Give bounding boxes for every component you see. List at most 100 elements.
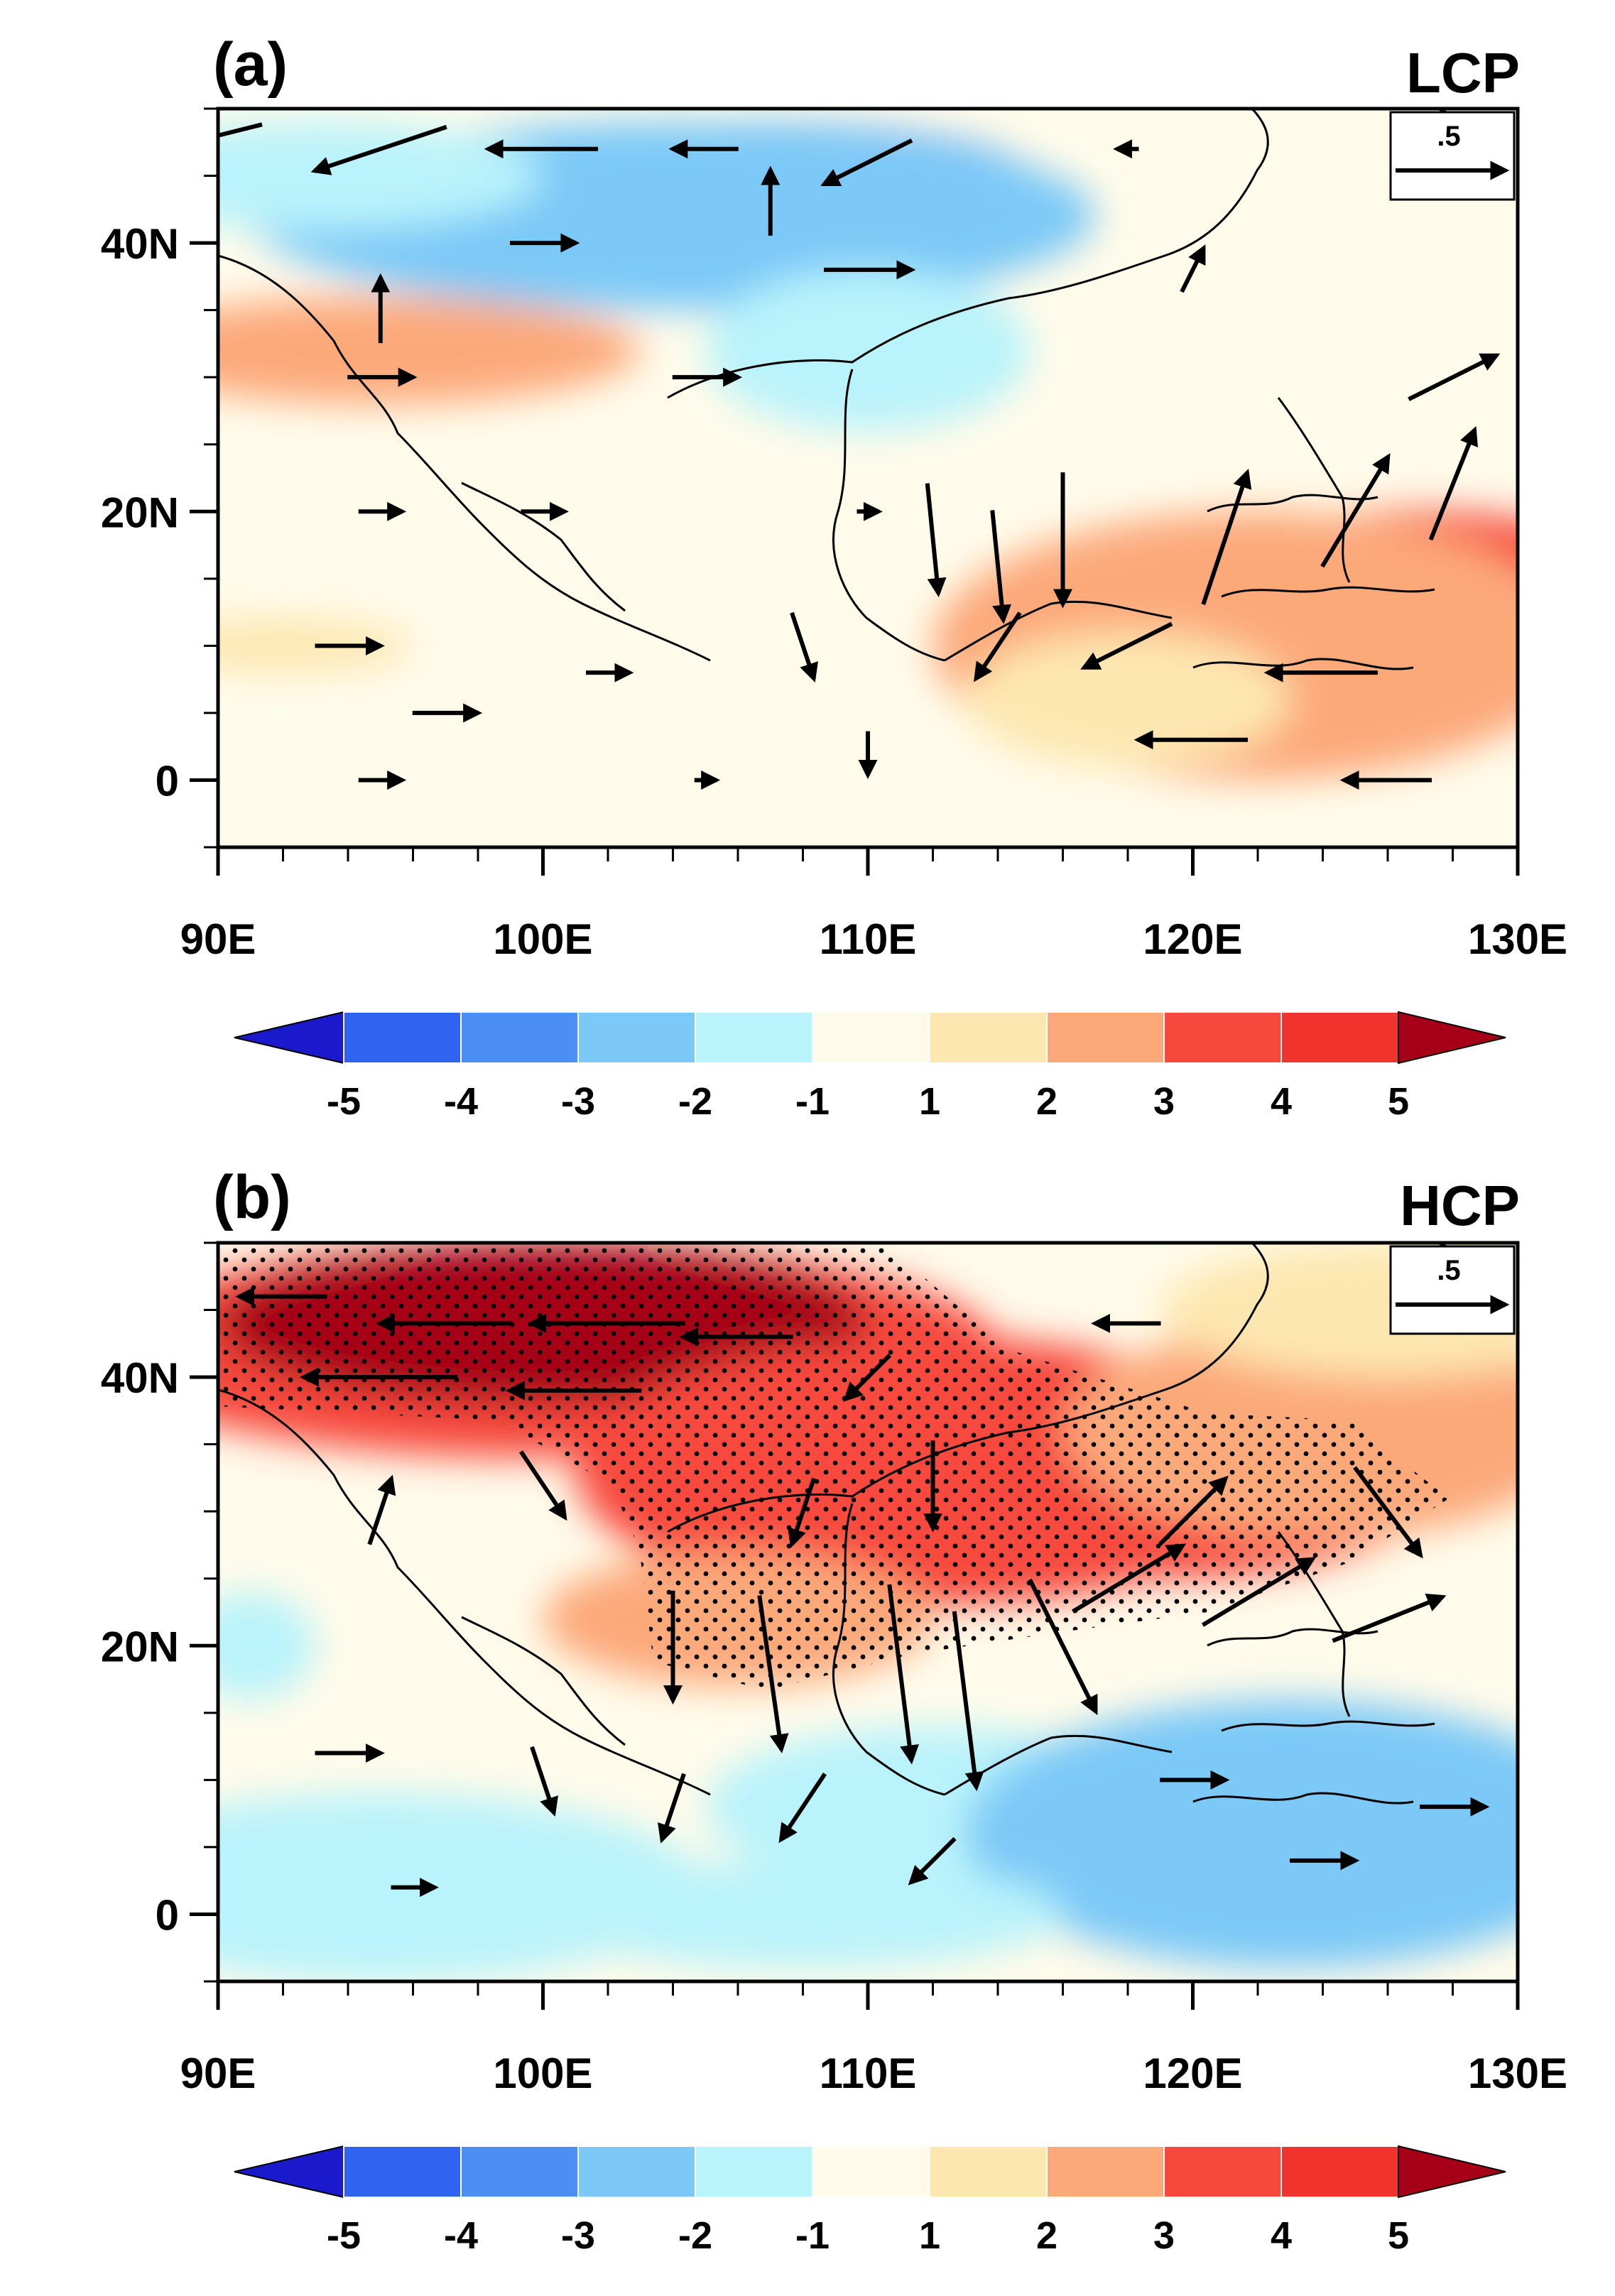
coastline-segment xyxy=(461,1616,626,1746)
anomaly-region xyxy=(965,1699,1518,1969)
coastline-segment xyxy=(1221,586,1435,598)
wind-vector xyxy=(1353,1466,1423,1559)
wind-vector xyxy=(790,611,818,682)
colorbar-swatch xyxy=(812,2145,930,2198)
wind-vector xyxy=(908,1837,957,1886)
colorbar-swatch xyxy=(1046,1011,1165,1064)
colorbar-swatch xyxy=(1280,1011,1399,1064)
x-tick-label: 130E xyxy=(1468,2050,1567,2097)
wind-vector xyxy=(1201,468,1252,606)
y-tick-label: 20N xyxy=(101,489,179,536)
panel-b-significance-stipple xyxy=(218,1246,1449,1690)
colorbar-swatch xyxy=(577,2145,696,2198)
wind-vector xyxy=(887,1584,919,1765)
wind-vector xyxy=(843,1353,892,1402)
colorbar-level-label: -4 xyxy=(444,2214,478,2257)
colorbar-swatch xyxy=(460,1011,579,1064)
x-tick-label: 90E xyxy=(180,915,256,963)
coastline-segment xyxy=(218,1388,711,1796)
wind-vector xyxy=(1201,1557,1317,1627)
colorbar-level-label: -3 xyxy=(561,1080,595,1123)
colorbar-level-label: 2 xyxy=(1036,1080,1057,1123)
panel-b-reference-vector: .5 xyxy=(1389,1245,1516,1335)
panel-a-plot xyxy=(218,109,1518,847)
coastline-segment xyxy=(1192,658,1414,670)
colorbar-swatch xyxy=(460,2145,579,2198)
colorbar-high-triangle xyxy=(1398,1011,1506,1065)
wind-vector xyxy=(1158,1475,1229,1546)
panel-a-anomaly-field xyxy=(218,121,1518,780)
wind-vector xyxy=(990,510,1012,624)
colorbar-level-label: -3 xyxy=(561,2214,595,2257)
panel-a-letter: (a) xyxy=(213,31,288,99)
coastline-segment xyxy=(944,600,1173,662)
panel-a-wind-vectors xyxy=(218,122,1501,790)
colorbar-swatch xyxy=(929,1011,1048,1064)
coastline-segment xyxy=(1221,1720,1435,1732)
colorbar-a: -5 -4 -3 -2 -1 1 2 3 4 5 xyxy=(234,1011,1506,1123)
panel-a-reference-vector: .5 xyxy=(1389,111,1516,201)
anomaly-region xyxy=(218,1592,316,1699)
panel-a-reference-box xyxy=(1389,111,1516,201)
coastline-segment xyxy=(1207,494,1379,513)
colorbar-swatch xyxy=(1046,2145,1165,2198)
panel-b-reference-box xyxy=(1389,1245,1516,1335)
colorbar-swatch xyxy=(1163,1011,1282,1064)
colorbar-level-label: -2 xyxy=(678,2214,712,2257)
x-tick-label: 120E xyxy=(1143,915,1242,963)
colorbar-b: -5 -4 -3 -2 -1 1 2 3 4 5 xyxy=(234,2145,1506,2257)
coastline-segment xyxy=(461,481,626,612)
panel-a: (a) LCP 90E 100E 110E 120E 130E 40N 20N 0 .5 xyxy=(101,31,1567,963)
wind-vector xyxy=(1332,1593,1447,1643)
colorbar-swatch xyxy=(812,1011,930,1064)
colorbar-level-label: -5 xyxy=(327,2214,361,2257)
wind-vector xyxy=(218,122,263,138)
wind-vector xyxy=(367,1474,396,1545)
panel-a-reference-label: .5 xyxy=(1437,121,1460,152)
colorbar-swatch xyxy=(343,2145,462,2198)
wind-vector xyxy=(1428,425,1479,541)
wind-vector xyxy=(952,1611,984,1792)
colorbar-level-label: 5 xyxy=(1388,2214,1409,2257)
panel-b-axes: 90E 100E 110E 120E 130E 40N 20N 0 xyxy=(101,1241,1567,2097)
wind-vector xyxy=(658,1773,686,1844)
colorbar-swatch xyxy=(695,2145,813,2198)
panel-b-letter: (b) xyxy=(213,1163,291,1231)
colorbar-swatch xyxy=(343,1011,462,1064)
coastline-segment xyxy=(667,109,1269,399)
colorbar-level-label: 4 xyxy=(1271,2214,1292,2257)
anomaly-region xyxy=(218,296,641,404)
wind-vector xyxy=(519,1450,567,1521)
colorbar-level-label: 1 xyxy=(919,2214,940,2257)
panel-a-coastlines xyxy=(218,109,1492,670)
x-tick-label: 100E xyxy=(493,915,592,963)
x-tick-label: 100E xyxy=(493,2050,592,2097)
colorbar-low-triangle xyxy=(234,1011,344,1065)
x-tick-label: 110E xyxy=(820,2050,917,2097)
panel-b: (b) HCP 90E 100E 110E 120E 130E 40N 20N 0 .5 xyxy=(101,1163,1567,2097)
colorbar-swatch xyxy=(1163,2145,1282,2198)
wind-vector xyxy=(1071,1543,1187,1614)
y-tick-label: 40N xyxy=(101,220,179,268)
coastline-segment xyxy=(832,1503,945,1796)
y-tick-label: 0 xyxy=(156,757,179,805)
wind-vector xyxy=(925,483,947,597)
panel-b-tag: HCP xyxy=(1400,1174,1520,1237)
colorbar-level-label: 3 xyxy=(1153,2214,1175,2257)
colorbar-level-label: -2 xyxy=(678,1080,712,1123)
colorbar-low-triangle xyxy=(234,2145,344,2199)
colorbar-level-label: 3 xyxy=(1153,1080,1175,1123)
colorbar-level-label: 2 xyxy=(1036,2214,1057,2257)
y-tick-label: 40N xyxy=(101,1354,179,1402)
colorbar-level-label: -4 xyxy=(444,1080,478,1123)
colorbar-swatch xyxy=(695,1011,813,1064)
wind-vector xyxy=(757,1595,789,1753)
anomaly-region xyxy=(705,269,1031,431)
wind-vector xyxy=(974,611,1022,682)
wind-vector xyxy=(1028,1578,1098,1716)
wind-vector xyxy=(788,1477,816,1548)
anomaly-region xyxy=(1160,1243,1518,1378)
wind-vector xyxy=(1180,244,1206,293)
wind-vector xyxy=(820,138,913,187)
colorbar-swatch xyxy=(577,1011,696,1064)
